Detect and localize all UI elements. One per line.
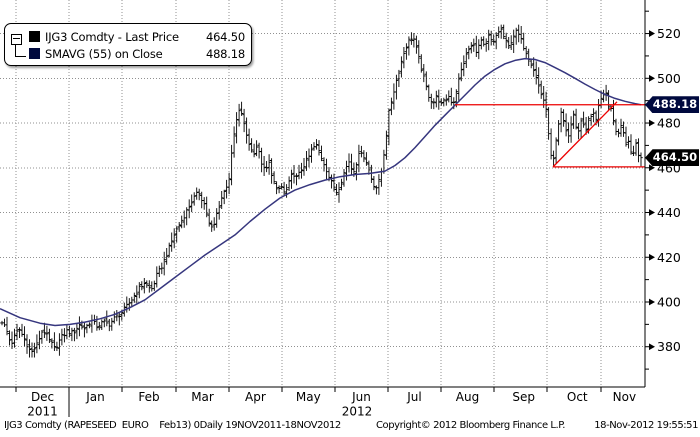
legend-label-price: IJG3 Comdty - Last Price [45,29,179,44]
legend-label-smavg: SMAVG (55) on Close [45,46,163,61]
legend-expand-icon[interactable] [11,34,22,45]
y-tick-arrow-icon [649,164,655,172]
y-tick-arrow-icon [649,343,655,351]
x-month-label: Aug [456,390,479,404]
y-axis-label: 500 [657,71,681,86]
axis-price-badge-last: 464.50 [645,149,699,167]
y-tick-arrow-icon [649,209,655,216]
x-month-label: Jan [85,390,105,404]
chart-legend[interactable]: IJG3 Comdty - Last Price 464.50 SMAVG (5… [4,23,252,66]
x-month-label: Dec [31,390,54,404]
series-swatch-price [29,31,40,42]
series-swatch-smavg [29,48,40,59]
x-year-label: 2011 [27,405,58,419]
footer-timestamp: 18-Nov-2012 19:55:51 [594,420,698,431]
y-axis-label: 520 [657,26,681,41]
y-tick-arrow-icon [649,74,655,82]
x-month-label: May [296,390,321,404]
x-month-label: Apr [245,390,266,404]
trendline [552,101,618,168]
y-tick-arrow-icon [649,119,655,127]
y-tick-arrow-icon [649,30,655,37]
legend-value-smavg: 488.18 [205,46,245,61]
chart-footer: IJG3 Comdty (RAPESEED EURO Feb13) 0Daily… [0,419,700,436]
footer-security-info: IJG3 Comdty (RAPESEED EURO Feb13) 0Daily… [4,420,341,431]
x-month-label: Feb [138,390,159,404]
x-month-label: Nov [613,390,636,404]
x-month-label: Jun [351,390,371,404]
y-axis-label: 440 [657,205,681,220]
x-month-label: Sep [512,390,535,404]
x-month-label: Jul [406,390,421,404]
footer-copyright: Copyright© 2012 Bloomberg Finance L.P. [376,420,565,431]
x-year-label: 2012 [342,405,373,419]
y-tick-arrow-icon [649,298,655,306]
y-axis-label: 400 [657,294,681,309]
price-bars-series [0,24,643,358]
smavg-line [0,57,642,327]
legend-row-smavg[interactable]: SMAVG (55) on Close 488.18 [29,45,245,62]
legend-row-last-price[interactable]: IJG3 Comdty - Last Price 464.50 [29,28,245,45]
x-month-label: Mar [191,390,214,404]
y-axis-label: 480 [657,116,681,131]
legend-tree-connector [15,44,26,57]
y-tick-arrow-icon [649,253,655,261]
y-axis-label: 380 [657,339,681,354]
y-axis-label: 420 [657,250,681,265]
axis-price-badge-smavg: 488.18 [645,96,699,114]
legend-value-price: 464.50 [205,29,245,44]
x-month-label: Oct [567,390,588,404]
